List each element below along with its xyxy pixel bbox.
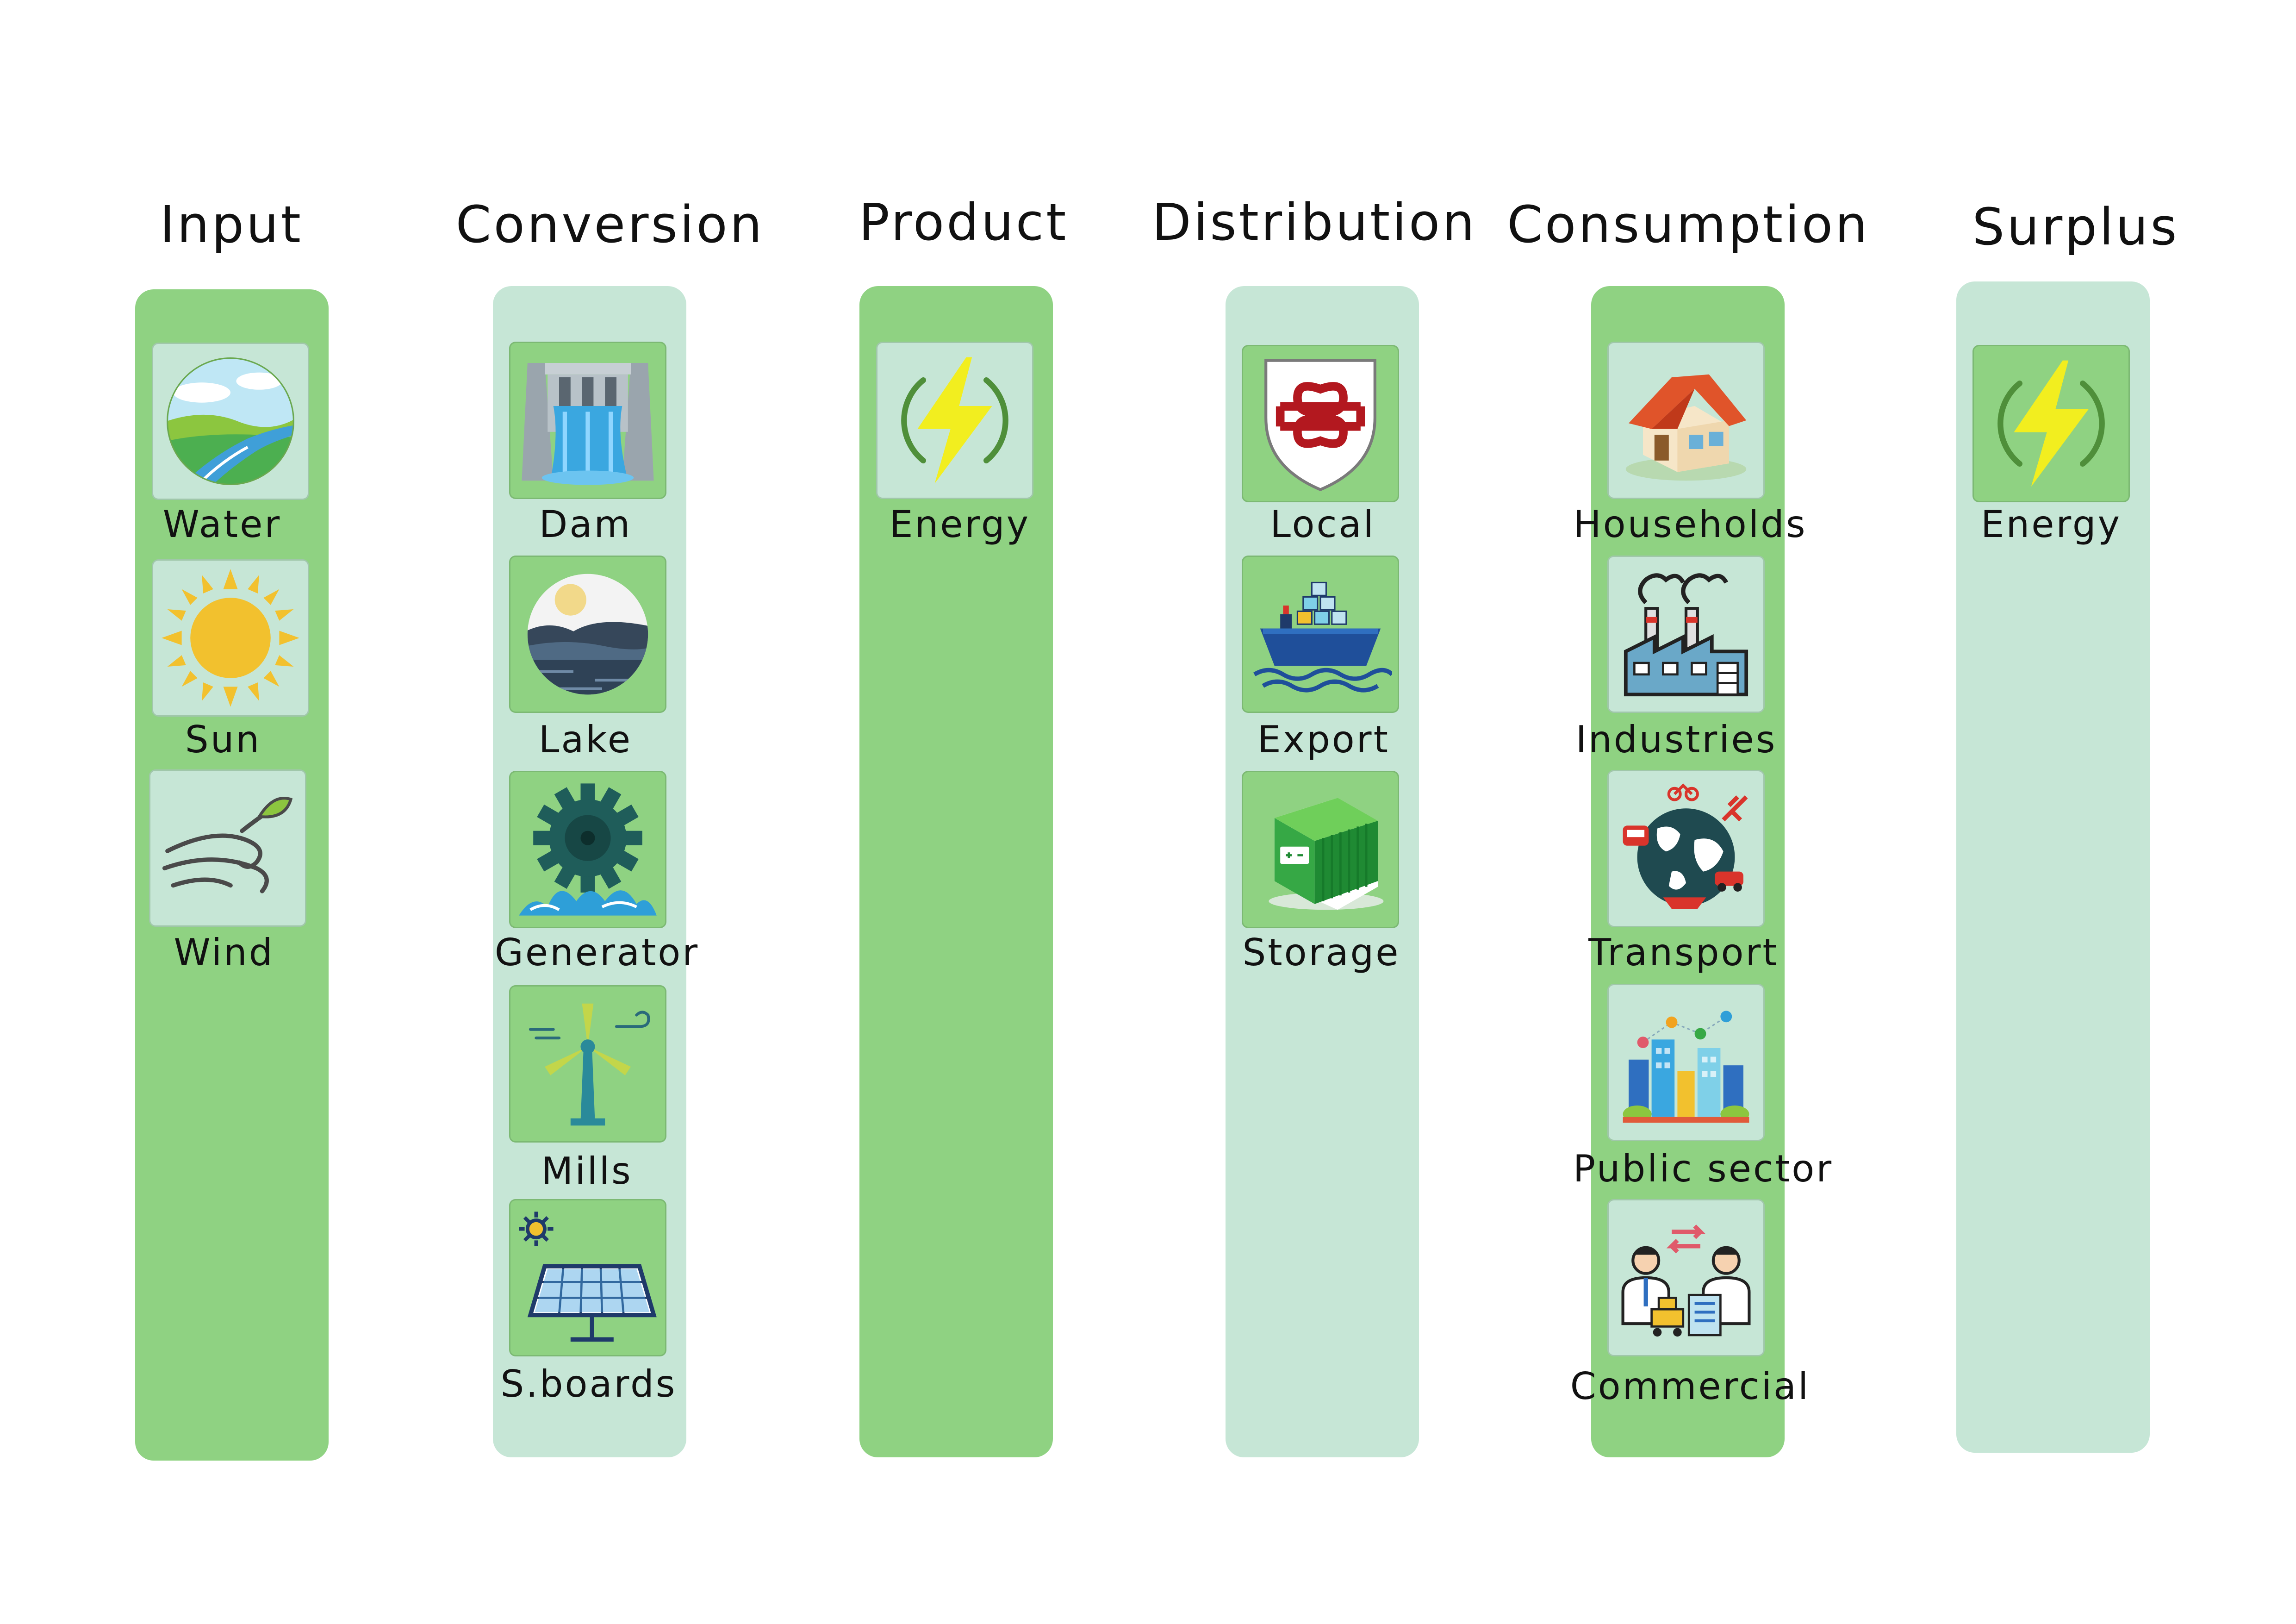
wind-icon	[162, 797, 293, 893]
sun-icon	[162, 569, 299, 707]
energy-bolt-icon	[1997, 360, 2105, 487]
tile-sboards	[509, 1199, 666, 1356]
cargo-ship-icon	[1253, 581, 1392, 693]
water-turbine-icon	[519, 783, 657, 916]
tile-energy-surplus	[1972, 345, 2130, 502]
item-label-energy-surplus: Energy	[1980, 503, 2122, 546]
column-title-consumption: Consumption	[1507, 195, 1870, 254]
item-label-households: Households	[1573, 503, 1807, 546]
energy-bolt-icon	[901, 357, 1008, 484]
item-label-sun: Sun	[185, 718, 261, 761]
item-label-lake: Lake	[538, 718, 633, 761]
item-label-storage: Storage	[1242, 931, 1400, 974]
tile-generator	[509, 771, 666, 928]
city-icon	[1623, 1011, 1749, 1123]
factory-icon	[1624, 573, 1748, 697]
wind-turbine-icon	[529, 1003, 650, 1126]
item-label-industries: Industries	[1575, 718, 1777, 761]
item-label-export: Export	[1257, 718, 1390, 761]
globe-transport-icon	[1623, 783, 1748, 909]
item-label-dam: Dam	[539, 503, 632, 546]
dam-icon	[522, 363, 654, 485]
tile-transport	[1607, 770, 1765, 927]
item-label-wind: Wind	[174, 931, 274, 974]
tile-sun	[152, 559, 309, 717]
item-label-sboards: S.boards	[500, 1362, 677, 1405]
column-title-distribution: Distribution	[1152, 193, 1477, 252]
battery-storage-icon	[1269, 798, 1384, 910]
item-label-water: Water	[162, 503, 282, 546]
item-label-public-sector: Public sector	[1573, 1147, 1834, 1190]
column-title-conversion: Conversion	[455, 195, 765, 254]
business-people-icon	[1621, 1224, 1751, 1337]
item-label-mills: Mills	[541, 1149, 633, 1193]
lake-icon	[527, 574, 648, 695]
column-title-surplus: Surplus	[1972, 197, 2179, 256]
tile-commercial	[1607, 1199, 1765, 1356]
tile-public-sector	[1607, 984, 1765, 1141]
tile-local	[1242, 345, 1399, 502]
tile-mills	[509, 985, 666, 1143]
tile-households	[1607, 342, 1765, 499]
item-label-transport: Transport	[1588, 931, 1779, 974]
solar-panel-icon	[519, 1212, 657, 1342]
item-label-energy-product: Energy	[889, 503, 1031, 546]
tile-wind	[149, 769, 306, 927]
house-icon	[1625, 374, 1747, 481]
tile-export	[1242, 556, 1399, 713]
tile-energy-product	[876, 342, 1033, 499]
tile-water	[152, 343, 309, 500]
tile-storage	[1242, 771, 1399, 928]
river-landscape-icon	[167, 357, 294, 485]
tile-lake	[509, 556, 666, 713]
tile-dam	[509, 342, 666, 499]
coat-of-arms-icon	[1264, 359, 1376, 491]
column-title-input: Input	[160, 195, 303, 254]
column-title-product: Product	[859, 193, 1069, 252]
tile-industries	[1607, 556, 1765, 713]
item-label-generator: Generator	[494, 931, 700, 974]
item-label-local: Local	[1270, 503, 1375, 546]
item-label-commercial: Commercial	[1570, 1365, 1811, 1408]
